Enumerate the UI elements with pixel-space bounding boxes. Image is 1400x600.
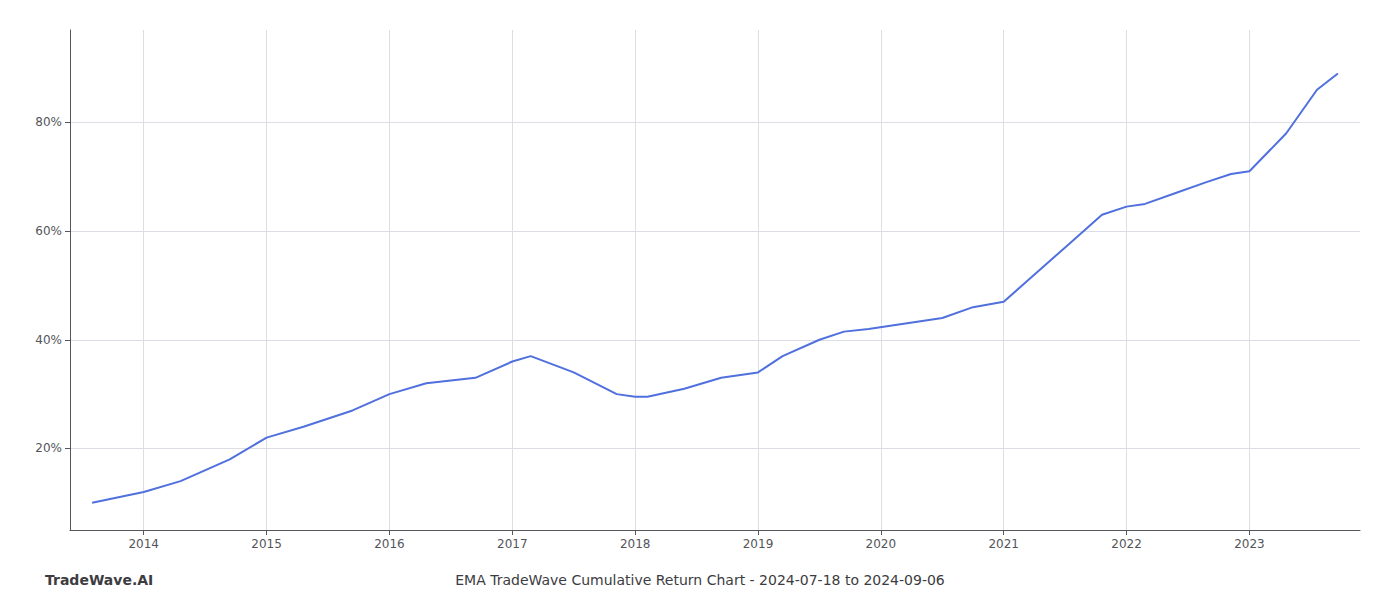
svg-text:2017: 2017 <box>497 537 528 551</box>
svg-text:2015: 2015 <box>251 537 282 551</box>
svg-text:20%: 20% <box>35 441 62 455</box>
svg-text:40%: 40% <box>35 333 62 347</box>
svg-text:2020: 2020 <box>866 537 897 551</box>
svg-text:2014: 2014 <box>128 537 159 551</box>
svg-text:2022: 2022 <box>1111 537 1142 551</box>
svg-text:TradeWave.AI: TradeWave.AI <box>45 572 153 588</box>
svg-text:2019: 2019 <box>743 537 774 551</box>
svg-text:EMA TradeWave Cumulative Retur: EMA TradeWave Cumulative Return Chart - … <box>455 572 945 588</box>
svg-text:2016: 2016 <box>374 537 405 551</box>
svg-text:2018: 2018 <box>620 537 651 551</box>
svg-text:80%: 80% <box>35 115 62 129</box>
svg-text:2023: 2023 <box>1234 537 1265 551</box>
svg-text:60%: 60% <box>35 224 62 238</box>
svg-text:2021: 2021 <box>988 537 1019 551</box>
